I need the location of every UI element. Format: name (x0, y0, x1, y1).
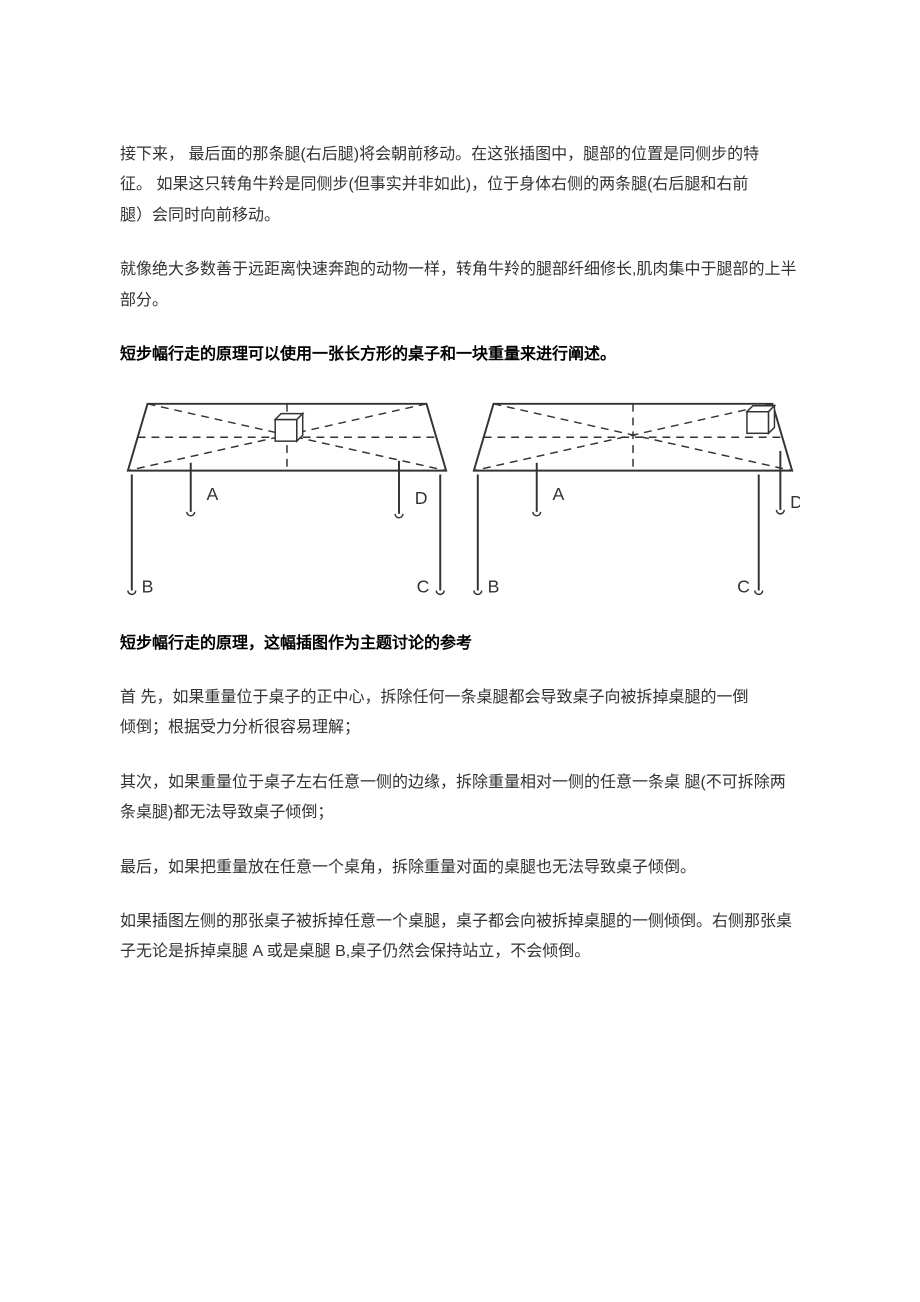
figure-tables: A B C D A B C D (120, 394, 800, 600)
svg-text:C: C (737, 577, 750, 597)
paragraph-4: 其次，如果重量位于桌子左右任意一侧的边缘，拆除重量相对一侧的任意一条桌 腿(不可… (120, 768, 800, 829)
svg-text:D: D (790, 492, 800, 512)
heading-text: 短步幅行走的原理可以使用一张长方形的桌子和一块重量来进行阐述。 (120, 346, 616, 363)
paragraph-2: 就像绝大多数善于远距离快速奔跑的动物一样，转角牛羚的腿部纤细修长,肌肉集中于腿部… (120, 255, 800, 316)
table-left-diagram: A B C D (120, 394, 454, 600)
paragraph-3: 首 先，如果重量位于桌子的正中心，拆除任何一条桌腿都会导致桌子向被拆掉桌腿的一倒… (120, 683, 800, 744)
text-line: 腿）会同时向前移动。 (120, 207, 280, 224)
svg-text:C: C (417, 577, 430, 597)
svg-text:B: B (142, 577, 154, 597)
text-line: 最后，如果把重量放在任意一个桌角，拆除重量对面的桌腿也无法导致桌子倾倒。 (120, 859, 696, 876)
paragraph-6: 如果插图左侧的那张桌子被拆掉任意一个桌腿，桌子都会向被拆掉桌腿的一侧倾倒。右侧那… (120, 907, 800, 968)
text-line: 接下来， 最后面的那条腿(右后腿)将会朝前移动。在这张插图中，腿部的位置是同侧步… (120, 146, 759, 163)
svg-text:A: A (206, 484, 218, 504)
table-right-diagram: A B C D (466, 394, 800, 600)
text-line: 如果插图左侧的那张桌子被拆掉任意一个桌腿，桌子都会向被拆掉桌腿的一侧倾倒。右侧那… (120, 913, 792, 960)
heading-principle: 短步幅行走的原理可以使用一张长方形的桌子和一块重量来进行阐述。 (120, 340, 800, 370)
text-line: 首 先，如果重量位于桌子的正中心，拆除任何一条桌腿都会导致桌子向被拆掉桌腿的一倒 (120, 689, 748, 706)
heading-text: 短步幅行走的原理，这幅插图作为主题讨论的参考 (120, 635, 472, 652)
text-line: 征。 如果这只转角牛羚是同侧步(但事实并非如此)，位于身体右侧的两条腿(右后腿和… (120, 176, 748, 193)
text-line: 就像绝大多数善于远距离快速奔跑的动物一样，转角牛羚的腿部纤细修长,肌肉集中于腿部… (120, 261, 796, 308)
svg-text:D: D (415, 488, 428, 508)
svg-text:A: A (552, 484, 564, 504)
paragraph-5: 最后，如果把重量放在任意一个桌角，拆除重量对面的桌腿也无法导致桌子倾倒。 (120, 853, 800, 883)
text-line: 其次，如果重量位于桌子左右任意一侧的边缘，拆除重量相对一侧的任意一条桌 腿(不可… (120, 774, 786, 821)
heading-caption: 短步幅行走的原理，这幅插图作为主题讨论的参考 (120, 629, 800, 659)
paragraph-1: 接下来， 最后面的那条腿(右后腿)将会朝前移动。在这张插图中，腿部的位置是同侧步… (120, 140, 800, 231)
svg-text:B: B (488, 577, 500, 597)
text-line: 倾倒；根据受力分析很容易理解； (120, 719, 360, 736)
